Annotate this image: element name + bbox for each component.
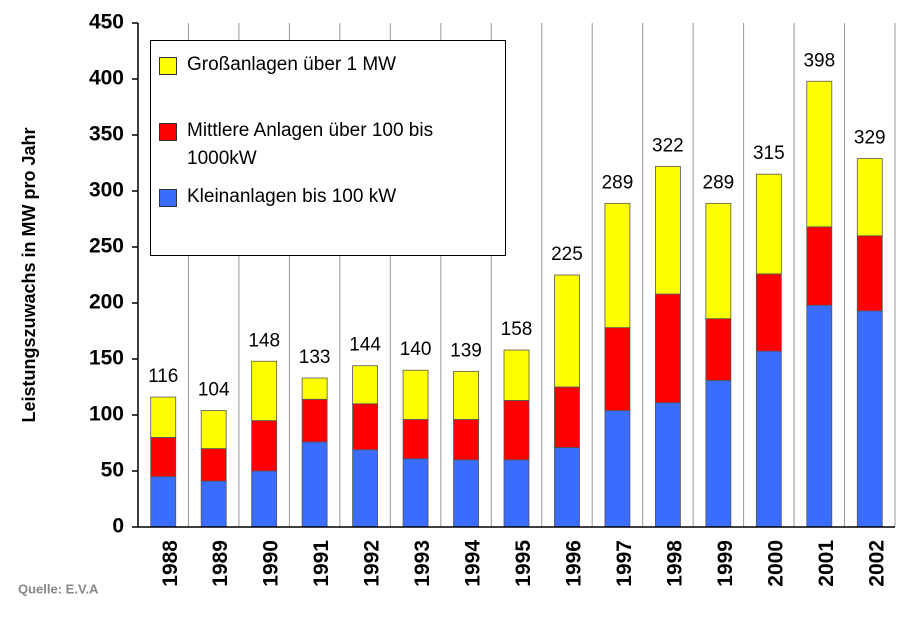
total-label: 104 — [198, 380, 230, 401]
bar-segment — [150, 436, 177, 477]
x-tick-label: 1992 — [361, 540, 384, 587]
bar-segment — [806, 80, 833, 228]
source: Quelle: E.V.A — [18, 581, 99, 596]
bar-segment — [453, 419, 479, 461]
total-label: 289 — [703, 172, 735, 193]
y-tick-label: 300 — [89, 179, 124, 202]
bar-segment — [150, 476, 177, 528]
bar-segment — [856, 158, 883, 237]
x-tick-label: 1993 — [411, 540, 434, 587]
total-label: 322 — [652, 135, 684, 156]
total-label: 139 — [450, 340, 482, 361]
x-tick-label: 1989 — [209, 540, 232, 587]
x-tick-label: 1991 — [310, 540, 333, 587]
bar-segment — [554, 447, 580, 528]
bar-segment — [655, 293, 681, 404]
x-tick-label: 1990 — [260, 540, 283, 587]
y-tick-label: 50 — [101, 459, 124, 482]
bar-segment — [453, 370, 479, 420]
bar-segment — [453, 459, 479, 528]
bar-segment — [200, 410, 227, 449]
x-tick-label: 1995 — [512, 540, 535, 587]
bar-segment — [806, 226, 833, 306]
bar-segment — [251, 420, 278, 472]
x-tick-label: 2002 — [865, 540, 888, 587]
bar-segment — [150, 396, 177, 438]
total-label: 116 — [148, 366, 178, 387]
bar-segment — [705, 202, 732, 320]
bar-segment — [251, 470, 278, 528]
bar-segment — [554, 274, 580, 388]
bar-segment — [554, 386, 580, 448]
total-label: 329 — [854, 128, 886, 149]
bar-segment — [200, 480, 227, 528]
x-tick-label: 2000 — [764, 540, 787, 587]
bar-segment — [705, 379, 732, 528]
bar-segment — [251, 360, 278, 421]
total-label: 315 — [753, 143, 785, 164]
y-tick-label: 350 — [89, 123, 124, 146]
bar-segment — [301, 398, 328, 443]
y-tick-label: 250 — [89, 235, 124, 258]
bar-segment — [604, 327, 631, 411]
x-tick-label: 1999 — [714, 540, 737, 587]
x-tick-label: 1998 — [663, 540, 686, 587]
y-tick-label: 400 — [89, 67, 124, 90]
bar-segment — [655, 165, 681, 295]
y-tick-label: 100 — [89, 403, 124, 426]
bar-segment — [856, 235, 883, 312]
bar-segment — [402, 369, 429, 420]
x-tick-label: 1996 — [563, 540, 586, 587]
bar-segment — [503, 349, 530, 401]
y-axis-label: Leistungszuwachs in MW pro Jahr — [19, 127, 39, 422]
bar-segment — [352, 449, 379, 528]
bar-segment — [352, 403, 379, 451]
bar-segment — [402, 458, 429, 528]
total-label: 158 — [501, 319, 533, 340]
legend-swatch — [159, 123, 177, 141]
bar-segment — [604, 410, 631, 528]
bar-segment — [352, 365, 379, 405]
total-label: 148 — [248, 330, 280, 351]
bar-segment — [655, 402, 681, 528]
bar-segment — [503, 459, 530, 528]
total-label: 144 — [349, 335, 381, 356]
bar-segment — [755, 273, 782, 352]
total-label: 289 — [602, 172, 634, 193]
legend-swatch — [159, 57, 177, 75]
bar-segment — [856, 310, 883, 528]
bar-segment — [806, 304, 833, 528]
legend-label: Mittlere Anlagen über 100 bis 1000kW — [187, 120, 434, 169]
total-label: 398 — [803, 50, 835, 71]
total-label: 140 — [400, 339, 432, 360]
x-tick-label: 2001 — [815, 540, 838, 587]
bar-segment — [301, 377, 328, 400]
x-tick-label: 1997 — [613, 540, 636, 587]
x-tick-label: 1994 — [462, 540, 485, 587]
y-tick-label: 450 — [89, 11, 124, 34]
y-tick-label: 0 — [112, 515, 124, 538]
y-tick-label: 200 — [89, 291, 124, 314]
bar-segment — [301, 441, 328, 528]
y-tick-label: 150 — [89, 347, 124, 370]
legend-item: Mittlere Anlagen über 100 bis 1000kW — [159, 117, 487, 173]
bar-segment — [604, 202, 631, 329]
bar-segment — [402, 419, 429, 460]
legend-item: Kleinanlagen bis 100 kW — [159, 183, 487, 211]
bar-segment — [705, 318, 732, 381]
bar-segment — [755, 173, 782, 275]
legend-label: Kleinanlagen bis 100 kW — [187, 186, 397, 207]
legend-item: Großanlagen über 1 MW — [159, 51, 487, 79]
bar-segment — [200, 448, 227, 482]
bar-segment — [755, 350, 782, 528]
legend-swatch — [159, 189, 177, 207]
total-label: 133 — [299, 347, 331, 368]
legend-label: Großanlagen über 1 MW — [187, 54, 397, 75]
bar-segment — [503, 400, 530, 461]
x-tick-label: 1988 — [159, 540, 182, 587]
legend: Kleinanlagen bis 100 kW Mittlere Anlagen … — [150, 40, 506, 256]
total-label: 225 — [551, 244, 583, 265]
